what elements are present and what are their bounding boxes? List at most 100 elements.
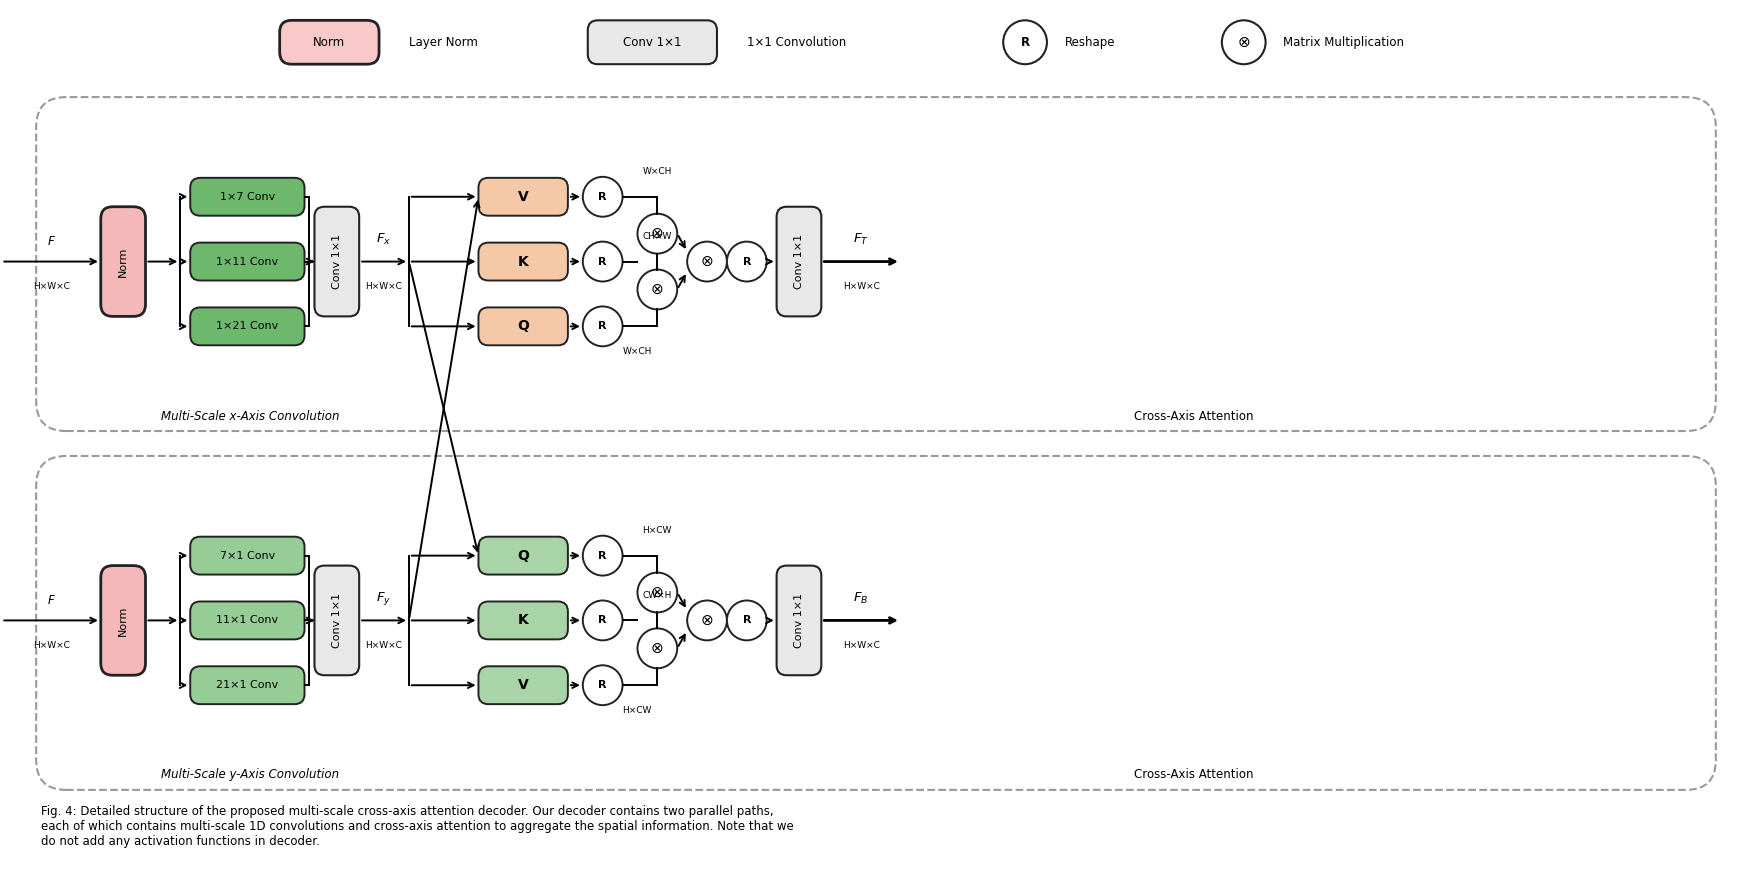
Circle shape <box>1221 20 1265 64</box>
Text: 1×21 Conv: 1×21 Conv <box>215 321 279 331</box>
FancyBboxPatch shape <box>191 307 305 345</box>
FancyBboxPatch shape <box>102 566 145 675</box>
FancyBboxPatch shape <box>776 566 822 675</box>
Text: Norm: Norm <box>117 246 128 277</box>
Text: Cross-Axis Attention: Cross-Axis Attention <box>1134 768 1254 781</box>
Circle shape <box>583 536 622 576</box>
Text: 7×1 Conv: 7×1 Conv <box>219 551 275 561</box>
FancyBboxPatch shape <box>776 207 822 316</box>
Text: R: R <box>599 257 606 266</box>
Circle shape <box>687 600 727 640</box>
Circle shape <box>687 242 727 281</box>
Text: Layer Norm: Layer Norm <box>408 36 478 49</box>
Text: V: V <box>519 190 529 204</box>
Text: 1×7 Conv: 1×7 Conv <box>219 192 275 201</box>
FancyBboxPatch shape <box>102 207 145 316</box>
Text: $F_y$: $F_y$ <box>377 590 392 607</box>
FancyBboxPatch shape <box>478 667 568 704</box>
Text: Conv 1×1: Conv 1×1 <box>331 593 342 648</box>
Circle shape <box>583 600 622 640</box>
Text: R: R <box>599 551 606 561</box>
FancyBboxPatch shape <box>478 178 568 215</box>
FancyBboxPatch shape <box>191 667 305 704</box>
FancyBboxPatch shape <box>280 20 378 64</box>
Text: R: R <box>599 321 606 331</box>
Text: K: K <box>519 613 529 627</box>
Circle shape <box>638 573 678 612</box>
Text: H×W×C: H×W×C <box>33 282 70 291</box>
Text: H×W×C: H×W×C <box>33 641 70 650</box>
Text: F: F <box>47 235 54 248</box>
FancyBboxPatch shape <box>314 207 359 316</box>
Circle shape <box>583 307 622 346</box>
Text: ⊗: ⊗ <box>652 585 664 600</box>
Text: Conv 1×1: Conv 1×1 <box>794 234 804 289</box>
Text: 1×11 Conv: 1×11 Conv <box>215 257 279 266</box>
Text: R: R <box>1020 36 1030 49</box>
Circle shape <box>638 628 678 668</box>
Text: Norm: Norm <box>314 36 345 49</box>
FancyBboxPatch shape <box>478 602 568 639</box>
Text: H×W×C: H×W×C <box>843 282 880 291</box>
Text: Conv 1×1: Conv 1×1 <box>794 593 804 648</box>
FancyBboxPatch shape <box>37 97 1715 431</box>
Text: Matrix Multiplication: Matrix Multiplication <box>1284 36 1405 49</box>
Text: 11×1 Conv: 11×1 Conv <box>215 616 279 625</box>
Text: ⊗: ⊗ <box>652 641 664 656</box>
FancyBboxPatch shape <box>478 307 568 345</box>
Text: R: R <box>599 680 606 690</box>
Circle shape <box>1004 20 1048 64</box>
Text: $F_B$: $F_B$ <box>853 591 869 606</box>
Text: $F_T$: $F_T$ <box>853 232 869 247</box>
Text: Q: Q <box>517 548 529 562</box>
Text: $F_x$: $F_x$ <box>377 232 392 247</box>
Text: K: K <box>519 255 529 269</box>
Circle shape <box>638 270 678 309</box>
Text: ⊗: ⊗ <box>1237 35 1251 50</box>
Circle shape <box>638 214 678 253</box>
FancyBboxPatch shape <box>478 243 568 280</box>
Text: CW×H: CW×H <box>643 591 671 600</box>
Text: V: V <box>519 678 529 692</box>
Text: Cross-Axis Attention: Cross-Axis Attention <box>1134 410 1254 422</box>
Text: R: R <box>599 192 606 201</box>
Circle shape <box>583 242 622 281</box>
Text: Q: Q <box>517 320 529 334</box>
Text: R: R <box>743 257 752 266</box>
Text: Multi-Scale x-Axis Convolution: Multi-Scale x-Axis Convolution <box>161 410 340 422</box>
Circle shape <box>583 665 622 705</box>
Circle shape <box>727 242 767 281</box>
Text: 1×1 Convolution: 1×1 Convolution <box>746 36 846 49</box>
Text: ⊗: ⊗ <box>652 226 664 241</box>
Text: ⊗: ⊗ <box>701 613 713 628</box>
Circle shape <box>583 177 622 216</box>
Text: H×W×C: H×W×C <box>843 641 880 650</box>
Text: Conv 1×1: Conv 1×1 <box>331 234 342 289</box>
Text: Multi-Scale y-Axis Convolution: Multi-Scale y-Axis Convolution <box>161 768 338 781</box>
Text: CH×W: CH×W <box>643 232 671 241</box>
FancyBboxPatch shape <box>191 537 305 575</box>
FancyBboxPatch shape <box>478 537 568 575</box>
FancyBboxPatch shape <box>191 602 305 639</box>
FancyBboxPatch shape <box>37 456 1715 790</box>
Text: Norm: Norm <box>117 605 128 636</box>
Text: R: R <box>599 616 606 625</box>
FancyBboxPatch shape <box>314 566 359 675</box>
Text: ⊗: ⊗ <box>701 254 713 269</box>
Text: Fig. 4: Detailed structure of the proposed multi-scale cross-axis attention deco: Fig. 4: Detailed structure of the propos… <box>40 805 794 848</box>
Text: F: F <box>47 594 54 607</box>
Text: Conv 1×1: Conv 1×1 <box>624 36 682 49</box>
FancyBboxPatch shape <box>191 178 305 215</box>
FancyBboxPatch shape <box>191 243 305 280</box>
Text: W×CH: W×CH <box>643 167 671 176</box>
Text: ⊗: ⊗ <box>652 282 664 297</box>
Text: H×W×C: H×W×C <box>366 641 403 650</box>
Text: 21×1 Conv: 21×1 Conv <box>215 680 279 690</box>
Text: H×CW: H×CW <box>643 526 671 535</box>
Text: H×CW: H×CW <box>622 706 652 715</box>
Text: Reshape: Reshape <box>1065 36 1116 49</box>
Text: H×W×C: H×W×C <box>366 282 403 291</box>
Text: W×CH: W×CH <box>622 347 652 356</box>
FancyBboxPatch shape <box>587 20 717 64</box>
Circle shape <box>727 600 767 640</box>
